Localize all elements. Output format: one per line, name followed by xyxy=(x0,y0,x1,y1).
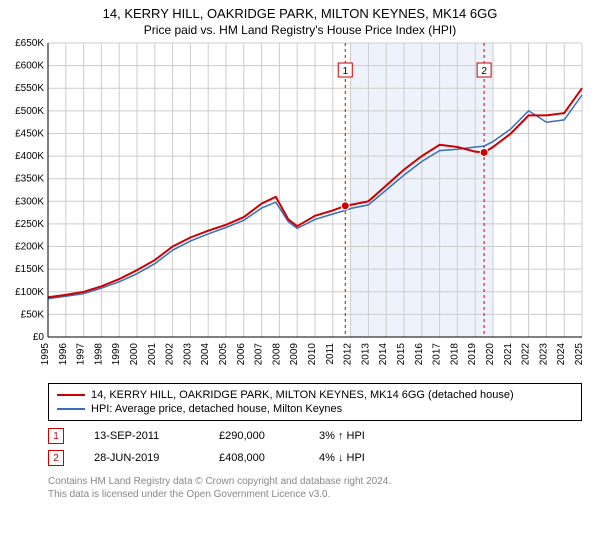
legend: 14, KERRY HILL, OAKRIDGE PARK, MILTON KE… xyxy=(48,383,582,421)
chart-subtitle: Price paid vs. HM Land Registry's House … xyxy=(0,23,600,37)
legend-item: 14, KERRY HILL, OAKRIDGE PARK, MILTON KE… xyxy=(57,388,573,402)
transaction-hpi: 4% ↓ HPI xyxy=(319,452,399,464)
legend-item: HPI: Average price, detached house, Milt… xyxy=(57,402,573,416)
svg-text:2020: 2020 xyxy=(485,343,496,366)
svg-text:2008: 2008 xyxy=(271,343,282,366)
svg-text:2001: 2001 xyxy=(147,343,158,366)
svg-text:2009: 2009 xyxy=(289,343,300,366)
svg-text:2005: 2005 xyxy=(218,343,229,366)
svg-text:2017: 2017 xyxy=(432,343,443,366)
svg-text:1998: 1998 xyxy=(93,343,104,366)
svg-text:2003: 2003 xyxy=(182,343,193,366)
svg-text:2010: 2010 xyxy=(307,343,318,366)
legend-label: 14, KERRY HILL, OAKRIDGE PARK, MILTON KE… xyxy=(91,389,514,401)
svg-text:2021: 2021 xyxy=(503,343,514,366)
svg-text:£250K: £250K xyxy=(15,219,44,230)
svg-text:£400K: £400K xyxy=(15,151,44,162)
transaction-marker: 2 xyxy=(48,450,64,466)
svg-text:£450K: £450K xyxy=(15,128,44,139)
svg-text:2024: 2024 xyxy=(556,343,567,366)
transaction-hpi: 3% ↑ HPI xyxy=(319,430,399,442)
svg-text:£500K: £500K xyxy=(15,106,44,117)
footer: Contains HM Land Registry data © Crown c… xyxy=(48,475,582,501)
svg-text:2007: 2007 xyxy=(254,343,265,366)
svg-text:1996: 1996 xyxy=(58,343,69,366)
svg-text:£600K: £600K xyxy=(15,61,44,72)
svg-text:2012: 2012 xyxy=(343,343,354,366)
svg-text:2025: 2025 xyxy=(574,343,585,366)
svg-text:£100K: £100K xyxy=(15,287,44,298)
svg-text:£150K: £150K xyxy=(15,264,44,275)
svg-text:2018: 2018 xyxy=(449,343,460,366)
svg-text:1997: 1997 xyxy=(76,343,87,366)
svg-text:2: 2 xyxy=(481,66,487,77)
svg-text:2006: 2006 xyxy=(236,343,247,366)
svg-text:2019: 2019 xyxy=(467,343,478,366)
legend-swatch xyxy=(57,408,85,410)
svg-text:2022: 2022 xyxy=(521,343,532,366)
svg-text:£50K: £50K xyxy=(21,309,45,320)
svg-text:£550K: £550K xyxy=(15,83,44,94)
svg-text:2015: 2015 xyxy=(396,343,407,366)
price-chart: £0 £50K £100K £150K £200K £250K £300K £350K £400… xyxy=(0,37,600,377)
transaction-price: £408,000 xyxy=(219,452,289,464)
svg-text:£650K: £650K xyxy=(15,38,44,49)
svg-text:2004: 2004 xyxy=(200,343,211,366)
svg-text:2011: 2011 xyxy=(325,343,336,365)
transaction-date: 28-JUN-2019 xyxy=(94,452,189,464)
transaction-row: 2 28-JUN-2019 £408,000 4% ↓ HPI xyxy=(48,447,582,469)
svg-text:£200K: £200K xyxy=(15,242,44,253)
transaction-row: 1 13-SEP-2011 £290,000 3% ↑ HPI xyxy=(48,425,582,447)
transaction-date: 13-SEP-2011 xyxy=(94,430,189,442)
svg-text:2000: 2000 xyxy=(129,343,140,366)
transaction-price: £290,000 xyxy=(219,430,289,442)
legend-swatch xyxy=(57,394,85,396)
svg-text:£350K: £350K xyxy=(15,174,44,185)
footer-line: This data is licensed under the Open Gov… xyxy=(48,488,582,501)
svg-text:1: 1 xyxy=(342,66,348,77)
svg-text:2013: 2013 xyxy=(360,343,371,366)
chart-title: 14, KERRY HILL, OAKRIDGE PARK, MILTON KE… xyxy=(0,6,600,21)
footer-line: Contains HM Land Registry data © Crown c… xyxy=(48,475,582,488)
svg-text:£300K: £300K xyxy=(15,196,44,207)
legend-label: HPI: Average price, detached house, Milt… xyxy=(91,403,342,415)
svg-text:2002: 2002 xyxy=(165,343,176,366)
svg-text:2023: 2023 xyxy=(538,343,549,366)
svg-text:2016: 2016 xyxy=(414,343,425,366)
svg-text:1999: 1999 xyxy=(111,343,122,366)
svg-text:£0: £0 xyxy=(33,332,45,343)
svg-text:1995: 1995 xyxy=(40,343,51,366)
transaction-table: 1 13-SEP-2011 £290,000 3% ↑ HPI 2 28-JUN… xyxy=(48,425,582,469)
svg-text:2014: 2014 xyxy=(378,343,389,366)
transaction-marker: 1 xyxy=(48,428,64,444)
